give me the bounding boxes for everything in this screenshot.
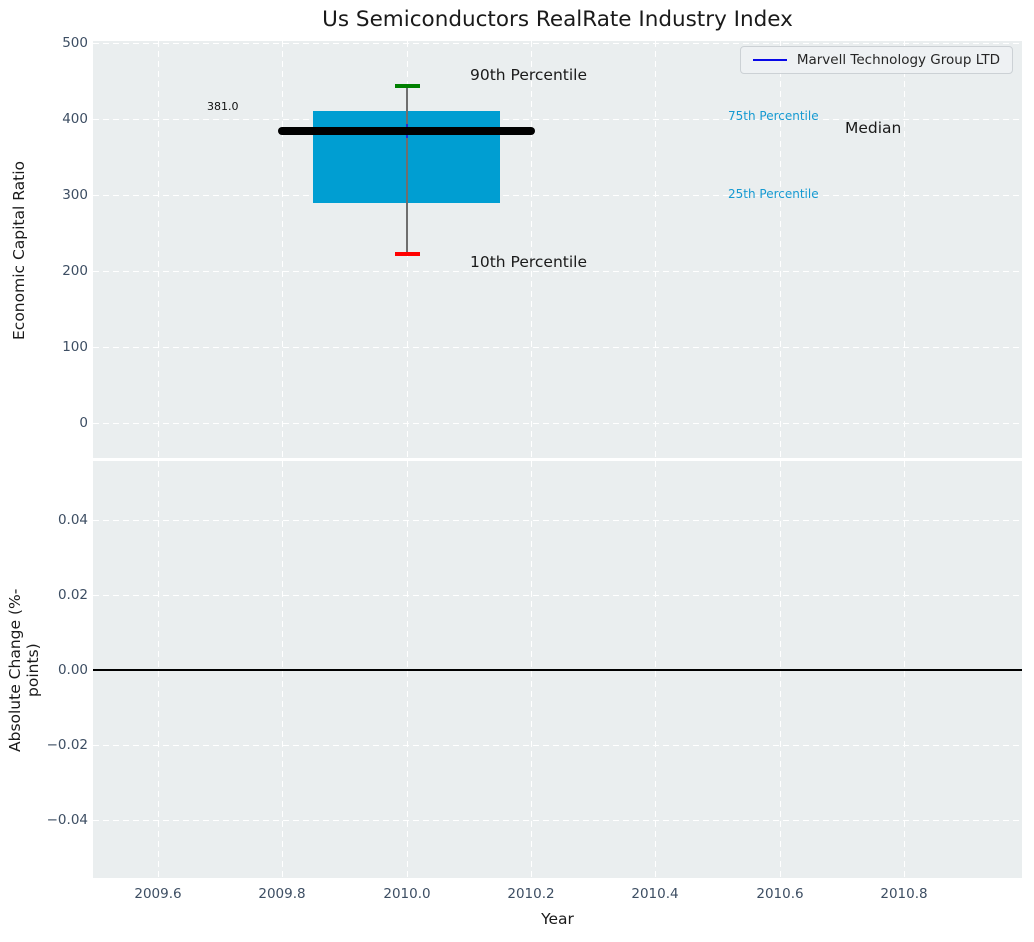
- legend-label: Marvell Technology Group LTD: [796, 52, 1000, 68]
- xtick-label: 2010.0: [383, 886, 431, 902]
- ytick-label: −0.04: [46, 812, 88, 828]
- p75-annotation: 75th Percentile: [728, 109, 819, 123]
- ytick-label: 300: [62, 187, 88, 203]
- ytick-label: 200: [62, 263, 88, 279]
- xtick-label: 2010.4: [631, 886, 679, 902]
- gridline: [904, 41, 906, 458]
- median-value-annotation: 381.0: [207, 100, 239, 113]
- gridline: [407, 41, 409, 458]
- zero-baseline: [93, 669, 1022, 671]
- gridline: [158, 41, 160, 458]
- xtick-label: 2010.8: [880, 886, 928, 902]
- gridline: [93, 271, 1022, 273]
- gridline: [93, 43, 1022, 45]
- gridline: [531, 41, 533, 458]
- ytick-label: 0.02: [57, 587, 88, 603]
- median-annotation: Median: [845, 119, 902, 137]
- xtick-label: 2009.6: [134, 886, 182, 902]
- gridline: [93, 119, 1022, 121]
- gridline: [93, 423, 1022, 425]
- gridline: [93, 195, 1022, 197]
- boxplot-90th-percentile-cap: [395, 84, 420, 88]
- p10-annotation: 10th Percentile: [470, 253, 588, 271]
- gridline: [93, 745, 1022, 747]
- ytick-label: 0: [79, 415, 88, 431]
- gridline: [655, 41, 657, 458]
- gridline: [780, 41, 782, 458]
- gridline: [93, 347, 1022, 349]
- p90-annotation: 90th Percentile: [470, 66, 588, 84]
- legend-line-swatch-icon: [752, 58, 787, 62]
- top-y-axis-label: Economic Capital Ratio: [10, 160, 28, 340]
- ytick-label: 100: [62, 339, 88, 355]
- xtick-label: 2010.6: [756, 886, 804, 902]
- ytick-label: 0.00: [57, 662, 88, 678]
- bottom-y-axis-label: Absolute Change (%-points): [6, 588, 42, 752]
- xtick-label: 2009.8: [258, 886, 306, 902]
- legend: Marvell Technology Group LTD: [739, 46, 1013, 74]
- ytick-label: 0.04: [57, 512, 88, 528]
- gridline: [93, 595, 1022, 597]
- gridline: [282, 41, 284, 458]
- gridline: [93, 520, 1022, 522]
- chart-title: Us Semiconductors RealRate Industry Inde…: [322, 7, 793, 32]
- bottom-axes: [93, 461, 1022, 878]
- xtick-label: 2010.2: [507, 886, 555, 902]
- ytick-label: −0.02: [46, 737, 88, 753]
- boxplot-whisker: [406, 85, 408, 254]
- boxplot-median-line: [278, 127, 535, 135]
- x-axis-label: Year: [541, 910, 574, 928]
- p25-annotation: 25th Percentile: [728, 187, 819, 201]
- ytick-label: 500: [62, 35, 88, 51]
- ytick-label: 400: [62, 111, 88, 127]
- top-axes: 381.0 90th Percentile 10th Percentile 75…: [93, 41, 1022, 458]
- boxplot-10th-percentile-cap: [395, 252, 420, 256]
- gridline: [93, 820, 1022, 822]
